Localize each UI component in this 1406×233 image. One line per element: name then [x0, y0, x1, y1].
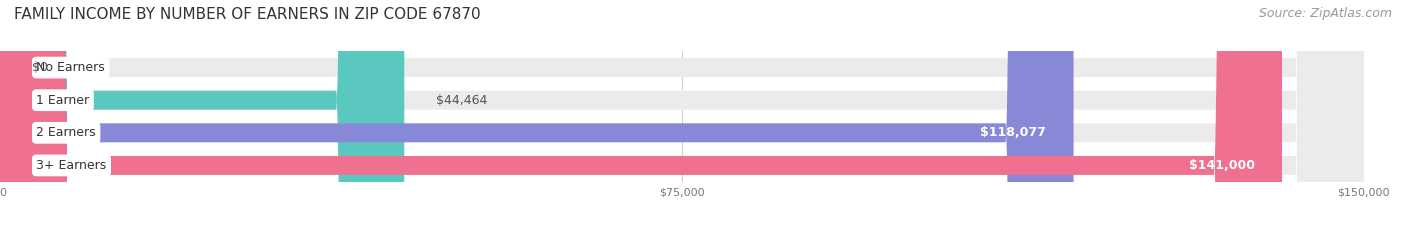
Text: $44,464: $44,464 [436, 94, 488, 107]
FancyBboxPatch shape [0, 0, 1364, 233]
FancyBboxPatch shape [0, 0, 1074, 233]
FancyBboxPatch shape [0, 0, 1364, 233]
Text: $118,077: $118,077 [980, 126, 1046, 139]
Text: 2 Earners: 2 Earners [37, 126, 96, 139]
Text: $141,000: $141,000 [1188, 159, 1254, 172]
FancyBboxPatch shape [0, 0, 1364, 233]
Text: 1 Earner: 1 Earner [37, 94, 90, 107]
Text: No Earners: No Earners [37, 61, 105, 74]
FancyBboxPatch shape [0, 0, 1364, 233]
FancyBboxPatch shape [0, 0, 1282, 233]
Text: 3+ Earners: 3+ Earners [37, 159, 107, 172]
FancyBboxPatch shape [0, 0, 405, 233]
Text: $0: $0 [32, 61, 48, 74]
Text: FAMILY INCOME BY NUMBER OF EARNERS IN ZIP CODE 67870: FAMILY INCOME BY NUMBER OF EARNERS IN ZI… [14, 7, 481, 22]
Text: Source: ZipAtlas.com: Source: ZipAtlas.com [1258, 7, 1392, 20]
